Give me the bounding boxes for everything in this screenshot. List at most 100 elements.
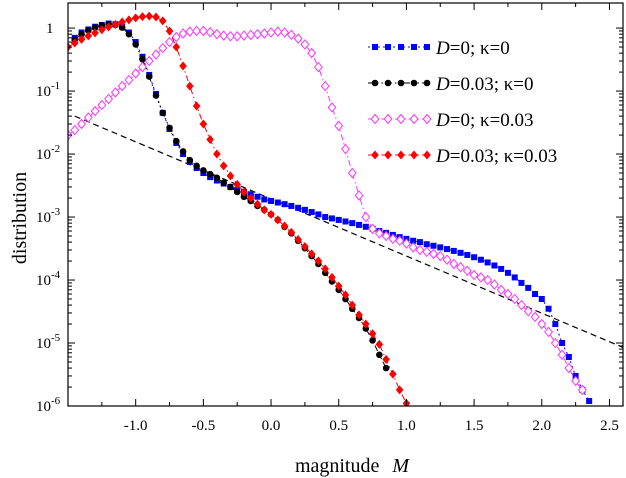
legend-marker xyxy=(423,79,431,87)
data-point xyxy=(144,55,154,67)
series-line xyxy=(68,15,407,404)
axes: -1.0 -0.5 0.0 0.5 1.0 1.5 2.0 2.5 10-6 10-5 10-4 10… xyxy=(36,2,624,434)
data-point xyxy=(525,284,532,291)
data-point xyxy=(186,156,194,164)
data-point xyxy=(444,246,451,253)
legend-marker xyxy=(370,113,380,125)
data-point xyxy=(328,215,335,222)
series-2 xyxy=(71,20,390,372)
data-point xyxy=(159,109,167,117)
data-point xyxy=(327,102,337,113)
data-point xyxy=(395,235,405,247)
data-point xyxy=(368,223,378,235)
data-point xyxy=(70,38,79,48)
data-point xyxy=(342,218,349,225)
data-point xyxy=(206,170,214,178)
data-point xyxy=(199,119,208,129)
data-point xyxy=(489,279,499,290)
data-point xyxy=(192,25,202,37)
data-point xyxy=(307,47,317,59)
data-point xyxy=(97,99,107,111)
data-point xyxy=(254,193,261,200)
data-point xyxy=(523,305,533,317)
data-point xyxy=(166,124,173,132)
legend-marker xyxy=(409,113,419,125)
data-point xyxy=(429,248,438,260)
data-point xyxy=(205,26,215,38)
data-point xyxy=(232,31,242,42)
data-point xyxy=(239,30,249,41)
data-point xyxy=(110,87,120,98)
data-point xyxy=(335,216,342,223)
data-point xyxy=(288,202,295,209)
data-point xyxy=(253,199,262,209)
data-point xyxy=(212,28,222,40)
data-point xyxy=(315,211,322,218)
data-point xyxy=(362,319,370,329)
data-point xyxy=(178,28,188,39)
y-tick-label: 10-5 xyxy=(36,332,61,352)
data-point xyxy=(491,262,498,269)
data-point xyxy=(77,118,86,130)
data-point xyxy=(227,183,234,191)
data-point xyxy=(281,201,288,208)
data-point xyxy=(320,80,330,92)
data-point xyxy=(137,61,147,73)
data-point xyxy=(301,206,308,213)
data-point xyxy=(219,30,229,41)
data-point xyxy=(462,265,472,277)
data-point xyxy=(308,209,315,216)
data-point xyxy=(158,16,167,26)
data-point xyxy=(98,25,106,35)
data-point xyxy=(496,284,506,296)
legend-marker xyxy=(397,150,405,160)
data-point xyxy=(564,362,574,374)
data-point xyxy=(476,272,486,283)
data-point xyxy=(341,143,350,155)
data-point xyxy=(382,364,390,372)
data-point xyxy=(268,197,275,204)
data-point xyxy=(90,105,100,117)
data-point xyxy=(354,190,364,201)
x-tick-label: -1.0 xyxy=(124,418,148,434)
x-tick-label: 1.5 xyxy=(465,418,484,434)
reference-dashed-line xyxy=(74,115,623,349)
data-point xyxy=(118,24,126,31)
legend-marker xyxy=(384,79,392,87)
data-point xyxy=(240,187,248,197)
data-point xyxy=(220,179,227,187)
data-point xyxy=(368,329,377,339)
data-point xyxy=(165,36,174,48)
x-tick-label: 0.0 xyxy=(262,418,281,434)
data-point xyxy=(185,26,195,37)
plot-area xyxy=(68,11,623,406)
data-point xyxy=(503,288,513,300)
data-point xyxy=(280,27,290,38)
legend-marker xyxy=(423,150,431,160)
data-point xyxy=(545,305,552,312)
data-point xyxy=(295,204,302,211)
data-point xyxy=(246,29,256,41)
data-point xyxy=(544,326,554,338)
legend-label: D=0.03; κ=0.03 xyxy=(435,146,557,167)
data-point xyxy=(293,33,303,44)
data-point xyxy=(530,311,540,323)
data-point xyxy=(442,254,452,266)
data-point xyxy=(376,351,383,359)
data-point xyxy=(450,247,457,254)
data-point xyxy=(532,290,539,297)
data-point xyxy=(322,214,329,221)
data-point xyxy=(225,31,235,42)
legend-marker xyxy=(410,150,418,160)
data-point xyxy=(77,34,86,44)
x-axis-label-var: M xyxy=(391,455,410,477)
data-point xyxy=(131,13,140,23)
legend-marker xyxy=(371,150,379,160)
data-point xyxy=(179,61,187,71)
data-point xyxy=(348,300,357,310)
data-point xyxy=(356,221,363,228)
data-point xyxy=(537,318,547,330)
data-point xyxy=(334,281,343,291)
data-point xyxy=(145,11,154,21)
data-point xyxy=(233,179,242,189)
